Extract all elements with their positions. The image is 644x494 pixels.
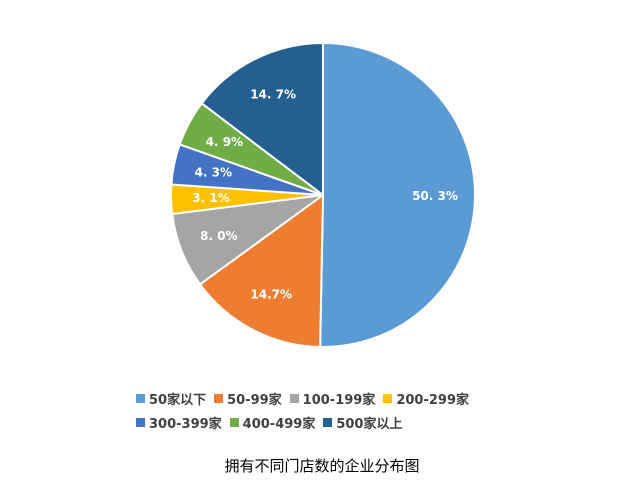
legend: 50家以下 50-99家 100-199家 200-299家 300-399家 … bbox=[136, 386, 536, 434]
legend-label: 300-399家 bbox=[149, 416, 222, 432]
legend-label: 400-499家 bbox=[242, 416, 316, 432]
legend-item: 500家以上 bbox=[323, 413, 402, 432]
legend-label: 50家以下 bbox=[149, 392, 207, 408]
data-label: 14.7% bbox=[250, 287, 292, 301]
legend-swatch bbox=[214, 393, 224, 403]
chart-caption: 拥有不同门店数的企业分布图 bbox=[224, 457, 420, 475]
legend-swatch bbox=[229, 417, 239, 427]
legend-swatch bbox=[383, 393, 393, 403]
data-label: 3. 1% bbox=[192, 191, 229, 205]
data-label: 8. 0% bbox=[200, 229, 237, 243]
pie-slices bbox=[170, 41, 476, 348]
pie-slice bbox=[198, 193, 325, 348]
pie-slice bbox=[319, 41, 476, 348]
legend-swatch bbox=[289, 393, 299, 403]
data-label: 4. 3% bbox=[195, 165, 232, 179]
legend-item: 300-399家 bbox=[136, 413, 222, 432]
data-label: 4. 9% bbox=[206, 135, 243, 149]
legend-swatch bbox=[136, 417, 145, 427]
legend-swatch bbox=[136, 393, 145, 403]
legend-row-1: 50家以下 50-99家 100-199家 200-299家 bbox=[136, 386, 536, 410]
legend-label: 100-199家 bbox=[302, 392, 376, 408]
data-label: 14. 7% bbox=[250, 88, 296, 102]
legend-item: 400-499家 bbox=[229, 413, 316, 432]
legend-label: 500家以上 bbox=[336, 416, 403, 432]
legend-label: 50-99家 bbox=[227, 392, 282, 408]
pie-data-labels: 50. 3% 14.7% 8. 0% 3. 1% 4. 3% 4. 9% 14. 7% bbox=[192, 88, 458, 302]
legend-label: 200-299家 bbox=[396, 392, 470, 408]
legend-swatch bbox=[323, 417, 333, 427]
legend-item: 200-299家 bbox=[383, 389, 469, 408]
pie-slice bbox=[200, 41, 324, 198]
legend-item: 100-199家 bbox=[289, 389, 376, 408]
legend-item: 50-99家 bbox=[214, 389, 282, 408]
legend-item: 50家以下 bbox=[136, 389, 206, 408]
legend-row-2: 300-399家 400-499家 500家以上 bbox=[136, 410, 536, 434]
data-label: 50. 3% bbox=[412, 189, 458, 203]
